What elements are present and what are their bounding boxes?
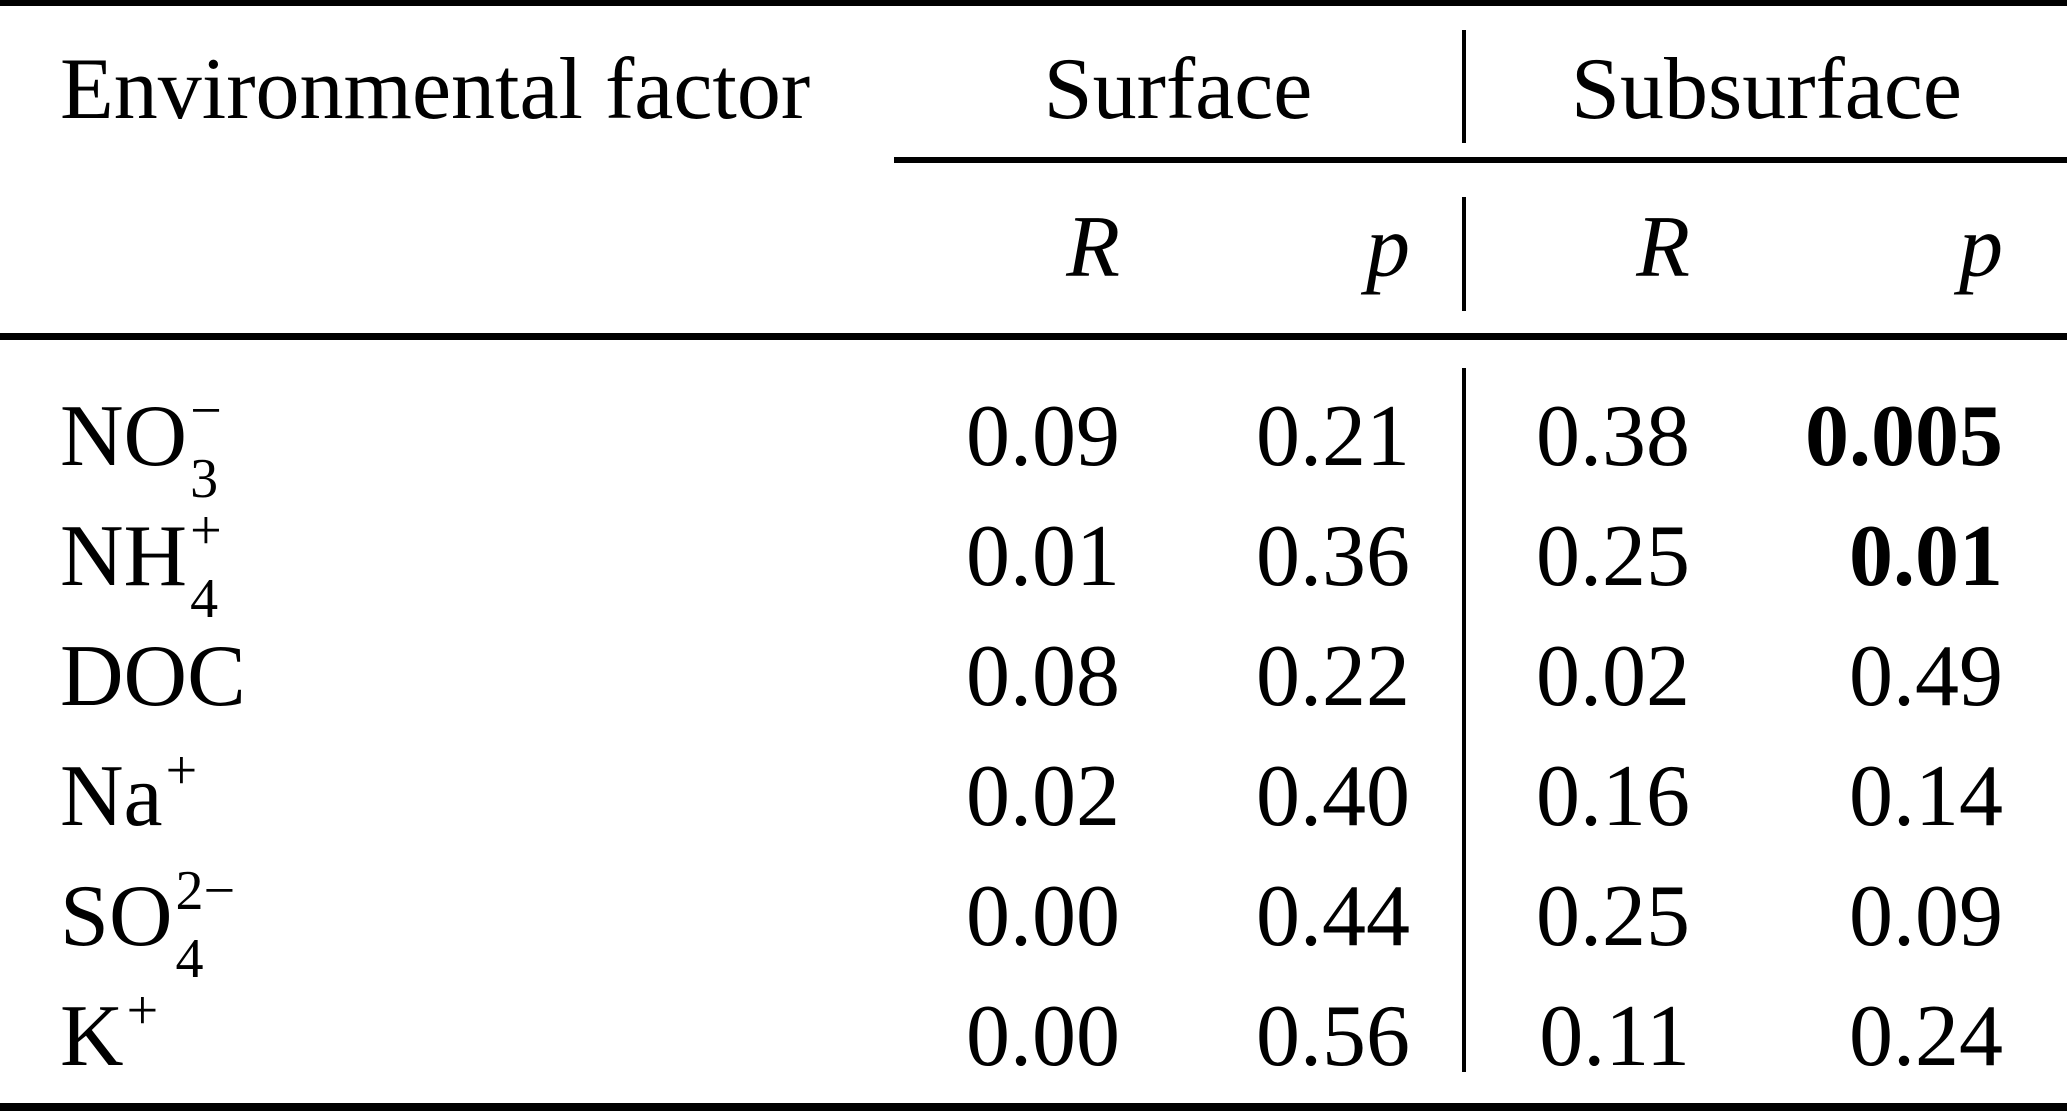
subsurface-r-value: 0.11	[1539, 988, 1690, 1085]
subsurface-p-value: 0.09	[1849, 868, 2003, 965]
column-divider-segment-body	[1462, 368, 1466, 1072]
surface-r-header: R	[1066, 199, 1120, 296]
subsurface-r-value: 0.25	[1536, 868, 1690, 965]
top-rule	[0, 0, 2067, 6]
surface-p-value: 0.22	[1256, 628, 1410, 725]
row-label-no3: NO −3	[60, 380, 253, 510]
chem-subsup: +4	[190, 500, 222, 630]
subsurface-r-value: 0.16	[1536, 748, 1690, 845]
subsurface-p-header: p	[1959, 199, 2003, 296]
chem-subsup: 2− 4	[175, 860, 236, 990]
surface-p-header: p	[1366, 199, 1410, 296]
chem-subsup: +	[165, 740, 198, 802]
subsurface-p-value: 0.005	[1805, 388, 2003, 485]
subsurface-p-value: 0.14	[1849, 748, 2003, 845]
header-body-divider-rule	[0, 333, 2067, 340]
row-label-so4: SO 2− 4	[60, 860, 239, 990]
subsurface-p-value: 0.24	[1849, 988, 2003, 1085]
surface-r-value: 0.08	[966, 628, 1120, 725]
surface-p-value: 0.40	[1256, 748, 1410, 845]
bottom-rule	[0, 1103, 2067, 1111]
surface-p-value: 0.44	[1256, 868, 1410, 965]
subsurface-p-value: 0.49	[1849, 628, 2003, 725]
surface-r-value: 0.00	[966, 988, 1120, 1085]
row-label-nh4: NH +4	[60, 500, 253, 630]
chem-subsup: −3	[190, 380, 222, 510]
surface-r-value: 0.09	[966, 388, 1120, 485]
surface-r-value: 0.01	[966, 508, 1120, 605]
subsurface-r-header: R	[1636, 199, 1690, 296]
subsurface-p-value: 0.01	[1849, 508, 2003, 605]
surface-r-value: 0.02	[966, 748, 1120, 845]
subsurface-r-value: 0.38	[1536, 388, 1690, 485]
surface-p-value: 0.36	[1256, 508, 1410, 605]
row-label-k: K +	[60, 980, 190, 1081]
column-header-environmental-factor: Environmental factor	[60, 41, 811, 138]
surface-p-value: 0.21	[1256, 388, 1410, 485]
group-header-underline-rule	[894, 157, 2067, 163]
subsurface-r-value: 0.25	[1536, 508, 1690, 605]
column-divider-segment-header2	[1462, 197, 1466, 311]
group-header-subsurface: Subsurface	[1571, 41, 1962, 138]
chem-subsup: +	[126, 980, 159, 1042]
row-label-na: Na +	[60, 740, 229, 841]
surface-r-value: 0.00	[966, 868, 1120, 965]
chem-subsup	[246, 647, 312, 705]
subsurface-r-value: 0.02	[1536, 628, 1690, 725]
column-divider-segment-header1	[1462, 30, 1466, 143]
row-label-doc: DOC	[60, 633, 312, 721]
group-header-surface: Surface	[1043, 41, 1313, 138]
surface-p-value: 0.56	[1256, 988, 1410, 1085]
